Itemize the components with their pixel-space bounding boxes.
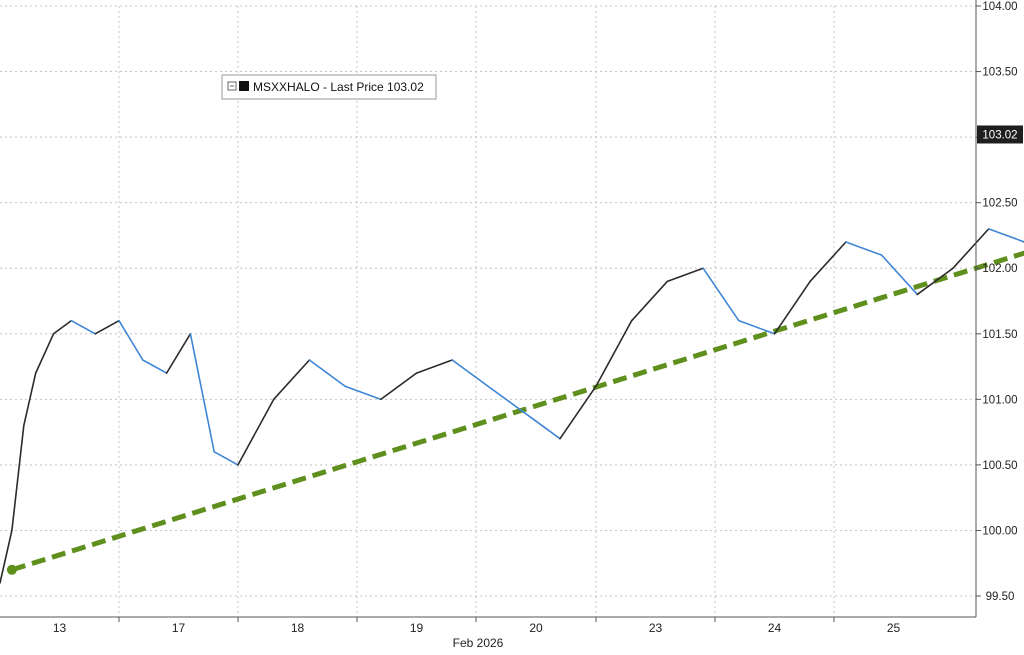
series-layer: [0, 228, 1024, 584]
x-tick-label: 18: [291, 621, 305, 635]
y-tick-label: 101.50: [982, 329, 1017, 341]
price-segment: [773, 280, 812, 335]
price-segment: [308, 359, 346, 388]
y-tick-label: 99.50: [986, 591, 1015, 603]
price-segment: [379, 372, 418, 401]
last-price-tag-box: [977, 125, 1023, 144]
y-tick-label: 100.00: [982, 525, 1017, 537]
y-tick-label: 101.00: [982, 394, 1017, 406]
legend-box: [221, 74, 437, 100]
price-segment: [52, 319, 73, 335]
annotation-layer: [6, 250, 1024, 575]
price-segment: [165, 332, 192, 374]
price-segment: [737, 319, 776, 335]
x-tick-label: 13: [53, 621, 67, 635]
price-segment: [213, 450, 239, 466]
price-segment: [809, 241, 847, 283]
y-tick-label: 104.00: [982, 1, 1017, 13]
price-segment: [880, 254, 919, 296]
price-segment: [142, 359, 168, 374]
x-tick-label: 19: [410, 621, 424, 635]
price-segment: [94, 319, 120, 335]
y-tick-label: 102.00: [982, 263, 1017, 275]
price-segment: [70, 319, 96, 335]
price-segment: [344, 385, 382, 401]
price-segment: [272, 359, 311, 401]
y-tick-label: 103.50: [982, 67, 1017, 79]
y-tick-label: 100.50: [982, 460, 1017, 472]
price-segment: [237, 398, 275, 466]
x-tick-label: 25: [887, 621, 901, 635]
price-segment: [0, 529, 13, 584]
price-segment: [559, 385, 597, 440]
x-tick-label: 20: [529, 621, 543, 635]
price-segment: [987, 228, 1024, 243]
price-segment: [595, 319, 633, 388]
x-axis-label: Feb 2026: [453, 636, 504, 650]
price-segment: [22, 372, 37, 427]
y-tick-label: 102.50: [982, 198, 1017, 210]
price-segment: [702, 267, 740, 322]
x-tick-label: 17: [172, 621, 186, 635]
price-segment: [189, 332, 215, 453]
price-segment: [666, 267, 704, 283]
price-segment: [118, 319, 144, 361]
price-segment: [487, 385, 525, 414]
price-segment: [11, 424, 25, 532]
x-tick-label: 23: [649, 621, 663, 635]
price-segment: [916, 267, 954, 296]
price-segment: [845, 241, 883, 256]
last-price-tag-label: 103.02: [982, 129, 1017, 141]
legend-swatch: [239, 81, 249, 91]
x-tick-label: 24: [768, 621, 782, 635]
price-segment: [952, 228, 990, 270]
last-price-tag: 103.02: [977, 125, 1023, 144]
price-segment: [34, 332, 55, 374]
legend: MSXXHALO - Last Price 103.02: [221, 74, 437, 100]
legend-expand-icon: [227, 81, 237, 91]
price-segment: [630, 280, 669, 322]
price-segment: [523, 411, 561, 440]
legend-text: MSXXHALO - Last Price 103.02: [253, 80, 424, 94]
price-segment: [451, 359, 489, 388]
price-segment: [415, 359, 454, 374]
